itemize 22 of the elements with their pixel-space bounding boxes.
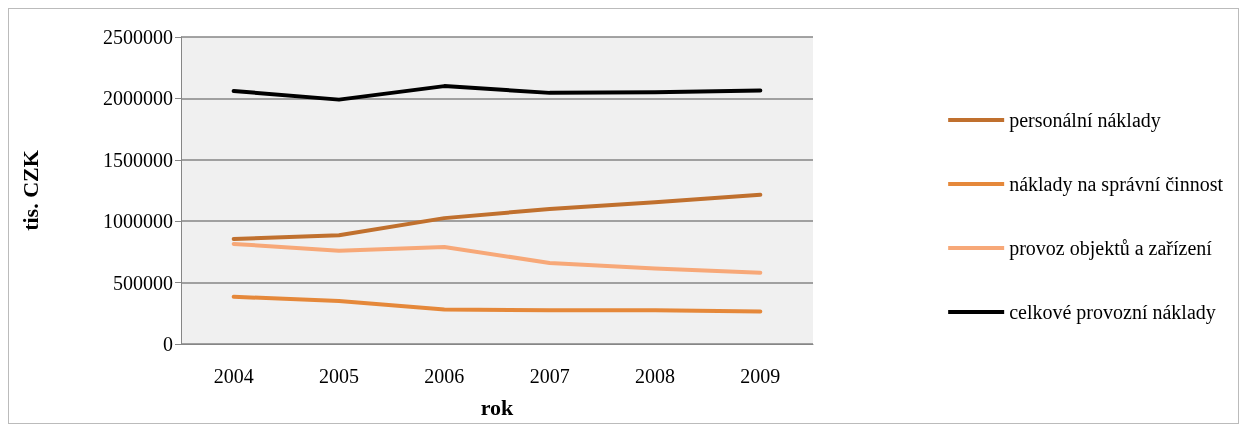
x-axis-title: rok (480, 394, 515, 420)
y-tick-label: 1500000 (103, 148, 173, 171)
x-tick-label: 2006 (424, 365, 465, 387)
y-axis-title: tis. CZK (17, 150, 43, 231)
legend-label: celkové provozní náklady (1009, 301, 1216, 324)
y-tick-label: 500000 (113, 271, 173, 294)
x-tick-label: 2008 (635, 365, 675, 387)
legend-label: personální náklady (1009, 109, 1161, 132)
y-tick-label: 2500000 (103, 26, 173, 48)
line-series (231, 241, 763, 275)
legend-label: provoz objektů a zařízení (1009, 237, 1213, 260)
x-tick-label: 2009 (740, 365, 781, 387)
x-tick-label: 2004 (213, 365, 254, 387)
x-tick-label: 2005 (319, 365, 359, 387)
y-tick-label: 0 (163, 333, 173, 355)
y-tick-label: 2000000 (103, 87, 173, 110)
line-series (231, 84, 763, 102)
y-tick-label: 1000000 (103, 210, 173, 233)
legend-label: náklady na správní činnost (1009, 173, 1224, 196)
x-tick-label: 2007 (529, 365, 570, 387)
line-series (231, 192, 763, 242)
line-series (231, 294, 763, 314)
